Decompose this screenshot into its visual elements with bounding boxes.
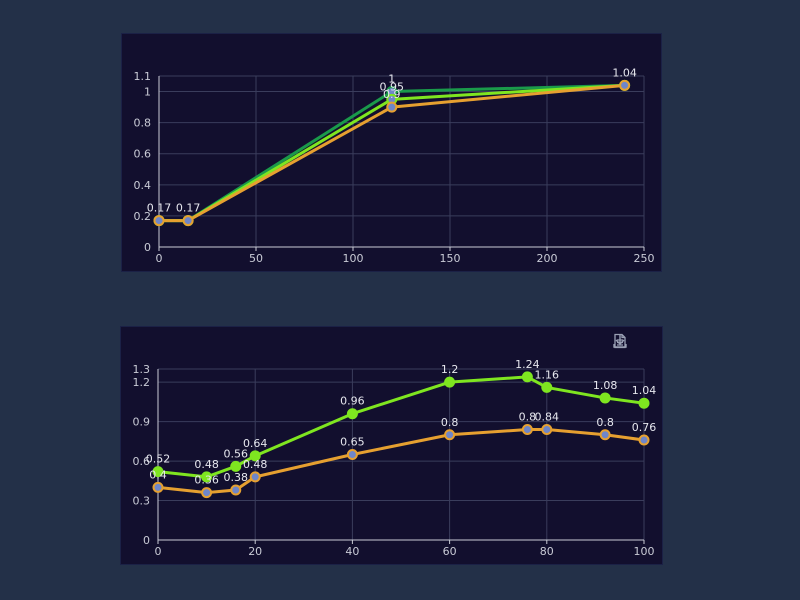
data-label: 0.8 (441, 416, 459, 429)
x-tick-label: 0 (156, 252, 163, 265)
data-label: 1 (388, 73, 395, 86)
data-label: 1.24 (515, 358, 540, 371)
y-tick-label: 0.2 (134, 210, 152, 223)
data-point (346, 449, 358, 460)
data-point (638, 397, 650, 409)
data-point (444, 376, 456, 388)
x-tick-label: 80 (540, 545, 554, 558)
data-label: 0.36 (194, 474, 219, 487)
data-label: 0.8 (519, 411, 537, 424)
y-tick-label: 0.4 (134, 179, 152, 192)
data-label: 0.17 (176, 202, 201, 215)
y-tick-label: 0.9 (133, 416, 151, 429)
data-label: 1.04 (632, 384, 657, 397)
data-label: 1.16 (535, 368, 560, 381)
data-point (541, 381, 553, 393)
data-point (201, 471, 213, 483)
data-point (152, 481, 164, 493)
data-label: 0.96 (340, 395, 365, 408)
x-tick-label: 60 (443, 545, 457, 558)
data-point (201, 487, 213, 499)
data-label: 0.65 (340, 436, 365, 449)
data-label: 0.84 (535, 411, 560, 424)
data-label: 1.2 (441, 363, 459, 376)
y-tick-label: 0.6 (134, 148, 152, 161)
y-tick-label: 1.3 (133, 363, 151, 376)
data-point (386, 101, 398, 113)
data-label: 0.48 (243, 458, 268, 471)
data-point (521, 424, 533, 436)
y-tick-label: 1.1 (134, 70, 152, 83)
y-tick-label: 0.3 (133, 495, 151, 508)
x-tick-label: 0 (155, 545, 162, 558)
y-tick-label: 0.8 (134, 117, 152, 130)
data-label: 1.08 (593, 379, 618, 392)
series-line-1 (157, 428, 645, 495)
x-tick-label: 100 (634, 545, 655, 558)
data-label: 0.95 (380, 80, 405, 93)
data-point (346, 408, 358, 420)
data-point (230, 484, 242, 496)
x-tick-label: 50 (249, 252, 263, 265)
series-line-0 (157, 375, 645, 479)
line-chart-top: 0 50 100 150 200 250 0 0.2 0.4 0.6 0.8 1 1.1 0.17 0.17… (134, 66, 655, 265)
x-tick-label: 100 (343, 252, 364, 265)
data-point (599, 429, 611, 441)
x-tick-label: 250 (634, 252, 655, 265)
x-tick-label: 40 (345, 545, 359, 558)
x-tick-label: 20 (248, 545, 262, 558)
data-label: 0.4 (149, 468, 167, 481)
data-label: 0.17 (147, 202, 172, 215)
data-point (249, 450, 261, 462)
data-label: 0.9 (383, 88, 401, 101)
data-point (619, 79, 631, 91)
y-tick-label: 0 (143, 534, 150, 547)
chart-toolbar (612, 333, 656, 351)
y-tick-label: 1.2 (133, 376, 151, 389)
data-label: 0.52 (146, 453, 171, 466)
data-point (230, 460, 242, 472)
x-tick-label: 150 (440, 252, 461, 265)
y-tick-label: 0.6 (133, 455, 151, 468)
data-label: 0.76 (632, 421, 657, 434)
data-point (541, 424, 553, 436)
data-point (152, 466, 164, 478)
data-label: 0.8 (596, 416, 614, 429)
series-line-2 (159, 83, 625, 223)
data-view-icon[interactable] (614, 333, 656, 351)
data-label: 1.04 (612, 66, 637, 79)
y-tick-label: 0 (144, 241, 151, 254)
data-label: 0.48 (194, 458, 219, 471)
data-label: 0.64 (243, 437, 268, 450)
x-tick-label: 200 (537, 252, 558, 265)
y-tick-label: 1 (144, 86, 151, 99)
data-point (444, 429, 456, 441)
data-point (521, 371, 533, 383)
data-point (638, 434, 650, 446)
data-point (599, 392, 611, 404)
data-label: 0.38 (224, 471, 249, 484)
data-point (249, 471, 261, 483)
chart-panel-bottom: 0 20 40 60 80 100 0 0.3 0.6 0.9 1.2 1.3 0.52 0.48 0.56… (120, 326, 663, 565)
chart-panel-top: 0 50 100 150 200 250 0 0.2 0.4 0.6 0.8 1 1.1 0.17 0.17… (121, 33, 662, 272)
data-label: 0.56 (224, 447, 249, 460)
data-point (182, 215, 194, 227)
data-point (153, 215, 165, 227)
